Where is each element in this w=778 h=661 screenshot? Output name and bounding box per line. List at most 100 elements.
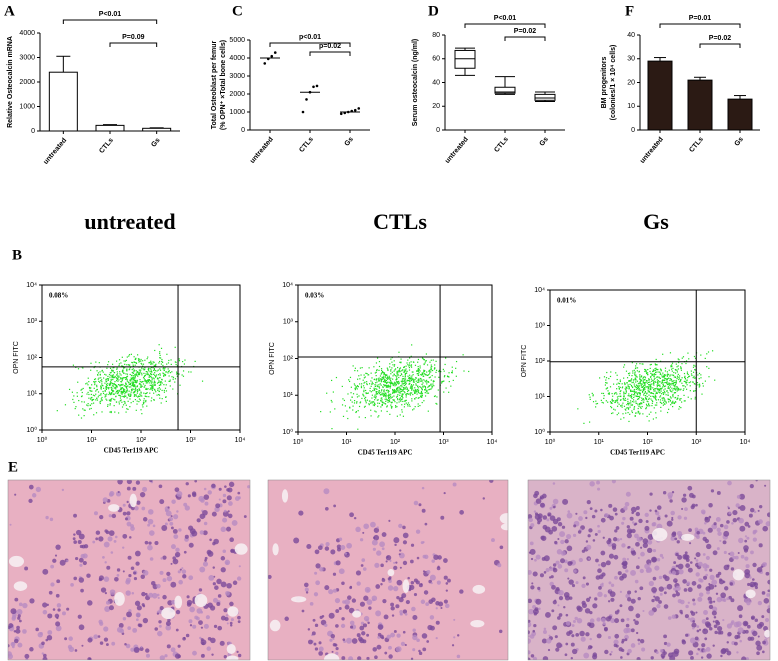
event <box>620 387 621 388</box>
event <box>141 413 142 414</box>
cell <box>68 636 72 640</box>
cell <box>312 631 316 635</box>
event <box>411 344 412 345</box>
event <box>136 370 137 371</box>
cell <box>171 515 173 517</box>
cell <box>336 560 341 565</box>
cell <box>199 588 202 591</box>
y-tick-label: 3000 <box>19 54 35 61</box>
cell <box>411 581 414 584</box>
cell <box>714 616 717 619</box>
event <box>692 381 693 382</box>
event <box>386 406 387 407</box>
cell <box>595 533 598 536</box>
event <box>638 406 639 407</box>
event <box>631 385 632 386</box>
cell <box>115 536 118 539</box>
cell <box>564 568 568 572</box>
event <box>159 373 160 374</box>
event <box>712 350 713 351</box>
cell <box>223 608 227 612</box>
cell <box>573 620 576 623</box>
event <box>159 391 160 392</box>
event <box>415 389 416 390</box>
cell <box>756 645 762 651</box>
event <box>85 410 86 411</box>
cell <box>703 576 707 580</box>
cell <box>79 624 85 630</box>
event <box>139 372 140 373</box>
event <box>428 381 429 382</box>
cell <box>164 654 167 657</box>
cell <box>718 572 722 576</box>
event <box>145 373 146 374</box>
event <box>620 380 621 381</box>
cell <box>694 557 696 559</box>
event <box>647 405 648 406</box>
cell <box>626 618 629 621</box>
event <box>406 389 407 390</box>
event <box>112 385 113 386</box>
cell <box>60 560 66 566</box>
cell <box>565 595 570 600</box>
cell <box>222 518 227 523</box>
cell <box>635 542 640 547</box>
event <box>409 362 410 363</box>
cell <box>339 538 342 541</box>
event <box>670 400 671 401</box>
event <box>381 381 382 382</box>
cell <box>632 521 635 524</box>
event <box>137 389 138 390</box>
cell <box>175 552 180 557</box>
cell <box>73 540 77 544</box>
event <box>371 377 372 378</box>
cell <box>114 577 119 582</box>
cell <box>136 501 140 505</box>
event <box>375 397 376 398</box>
event <box>640 402 641 403</box>
cell <box>548 635 550 637</box>
cell <box>228 501 233 506</box>
cell <box>708 503 713 508</box>
event <box>615 409 616 410</box>
cell <box>690 561 693 564</box>
event <box>678 390 679 391</box>
cell <box>319 641 322 644</box>
event <box>387 382 388 383</box>
cell <box>608 504 612 508</box>
event <box>409 406 410 407</box>
cell <box>345 605 350 610</box>
cell <box>410 560 414 564</box>
cell <box>677 540 680 543</box>
cell <box>695 611 697 613</box>
event <box>397 394 398 395</box>
event <box>677 377 678 378</box>
event <box>428 411 429 412</box>
event <box>629 381 630 382</box>
event <box>392 383 393 384</box>
event <box>630 404 631 405</box>
event <box>660 410 661 411</box>
event <box>615 400 616 401</box>
event <box>589 421 590 422</box>
cell <box>581 584 585 588</box>
cell <box>444 599 448 603</box>
event <box>612 399 613 400</box>
event <box>377 416 378 417</box>
event <box>610 371 611 372</box>
event <box>331 380 332 381</box>
event <box>403 372 404 373</box>
event <box>653 390 654 391</box>
cell <box>556 642 562 648</box>
event <box>123 396 124 397</box>
fat-cell <box>291 596 306 602</box>
event <box>646 399 647 400</box>
cell <box>692 495 696 499</box>
cell <box>154 541 158 545</box>
cell <box>665 515 668 518</box>
x-tick-label: 10⁴ <box>487 439 498 446</box>
event <box>408 390 409 391</box>
cell <box>45 516 48 519</box>
event <box>423 400 424 401</box>
event <box>628 395 629 396</box>
